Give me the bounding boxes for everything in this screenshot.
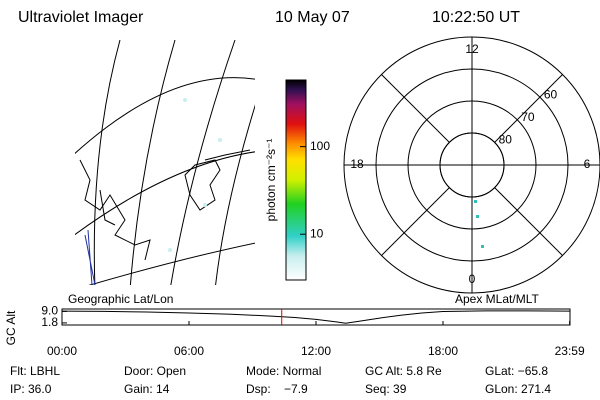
- status-field: Door: Open: [124, 364, 186, 378]
- alt-ytick-label: 1.8: [41, 315, 58, 329]
- polar-label: Apex MLat/MLT: [455, 292, 539, 306]
- mlt-label: 0: [469, 272, 476, 286]
- colorbar-tick-label: 10: [310, 226, 324, 240]
- status-field: GC Alt: 5.8 Re: [365, 364, 442, 378]
- polar-spoke: [381, 74, 450, 143]
- emission-dot: [481, 245, 484, 248]
- time: 10:22:50 UT: [432, 9, 520, 26]
- alt-curve: [61, 310, 570, 324]
- emission-dot: [474, 200, 477, 203]
- map-label: Geographic Lat/Lon: [68, 292, 173, 306]
- status-field: Flt: LBHL: [10, 364, 60, 378]
- lat-label: 70: [521, 110, 535, 124]
- mlt-label: 18: [350, 157, 364, 171]
- status-field: IP: 36.0: [10, 382, 52, 396]
- status-field: Mode: Normal: [246, 364, 321, 378]
- colorbar-tick-label: 100: [310, 139, 330, 153]
- colorbar: [285, 79, 307, 281]
- alt-xtick-label: 12:00: [301, 344, 331, 358]
- polar-spoke: [381, 187, 450, 256]
- colorbar-label: photon cm⁻²s⁻¹: [264, 139, 278, 222]
- alt-xtick-label: 00:00: [47, 344, 77, 358]
- mlt-label: 12: [465, 42, 479, 56]
- alt-xtick-label: 23:59: [555, 344, 585, 358]
- alt-ylabel: GC Alt: [4, 310, 18, 345]
- title: Ultraviolet Imager: [18, 9, 144, 26]
- alt-ytick-label: 9.0: [41, 304, 58, 318]
- status-field: GLon: 271.4: [485, 382, 551, 396]
- status-field: Gain: 14: [124, 382, 170, 396]
- status-field: Seq: 39: [365, 382, 407, 396]
- lat-label: 80: [499, 133, 513, 147]
- status-field: GLat: −65.8: [485, 364, 548, 378]
- map: [75, 40, 255, 285]
- emission-dot: [476, 215, 479, 218]
- polar-spoke: [494, 74, 563, 143]
- polar-spoke: [494, 187, 563, 256]
- alt-xtick-label: 18:00: [428, 344, 458, 358]
- date: 10 May 07: [275, 9, 350, 26]
- lat-label: 60: [544, 87, 558, 101]
- mlt-label: 6: [584, 157, 591, 171]
- status-field: Dsp: −7.9: [246, 382, 308, 396]
- alt-xtick-label: 06:00: [174, 344, 204, 358]
